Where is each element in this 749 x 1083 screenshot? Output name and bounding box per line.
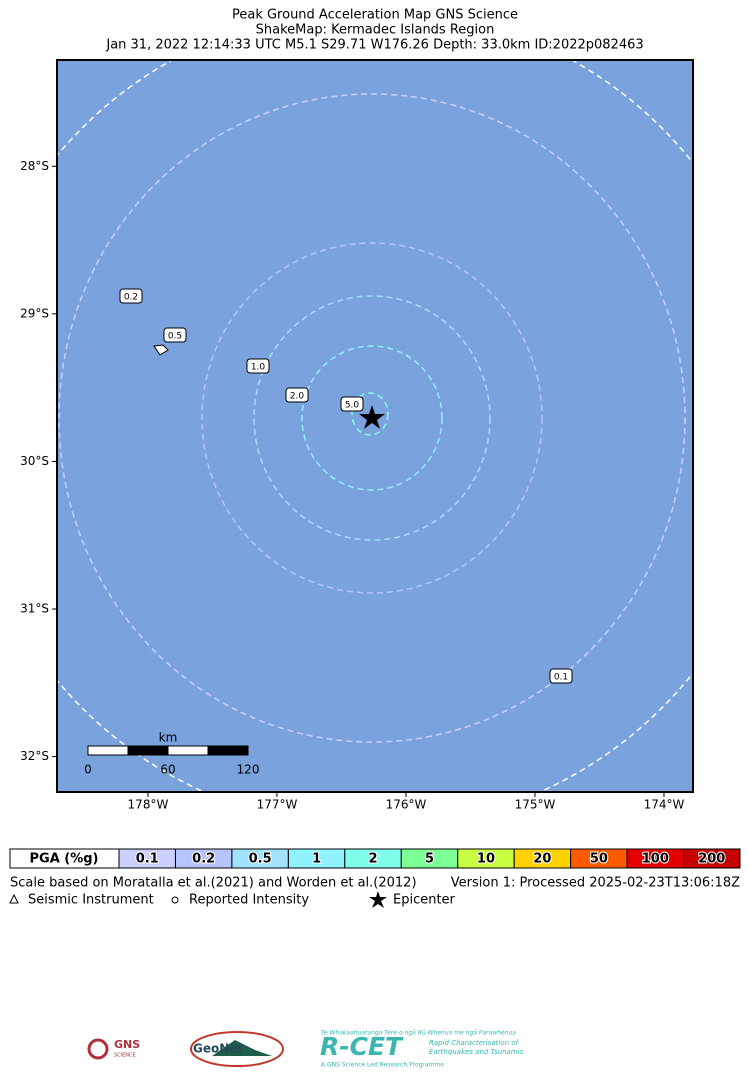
rcet-logo: Te Whakaahuatanga Tere o ngā Rū Whenua m… (320, 1030, 524, 1069)
contour-labels: 0.2 0.5 1.0 2.0 5.0 0.1 (119, 288, 573, 684)
x-tick-label: 177°W (257, 798, 298, 812)
rcet-text: R-CET (320, 1032, 404, 1061)
gns-sub: SCIENCE (114, 1053, 136, 1059)
event-info: Jan 31, 2022 12:14:33 UTC M5.1 S29.71 W1… (105, 38, 643, 53)
contour-label-box (549, 668, 573, 684)
legend-symbol: Epicenter (393, 893, 456, 908)
legend-label: 2 (369, 852, 378, 867)
gns-mark (87, 1038, 109, 1060)
y-tick-label: 29°S (20, 306, 49, 320)
legend-label: 0.5 (249, 852, 272, 867)
island (153, 344, 169, 356)
legend-label: 1 (312, 852, 321, 867)
contour-label-box (285, 387, 309, 403)
contour-label-box (340, 396, 364, 412)
scale-bar (87, 745, 249, 756)
scale-seg (127, 745, 169, 756)
contour-label: 0.1 (554, 673, 568, 683)
contour-label-box (163, 327, 187, 343)
geonet-text: GeoNet (193, 1042, 243, 1056)
title: Peak Ground Acceleration Map GNS Science (232, 8, 518, 23)
map-area (57, 60, 693, 792)
gns-logo: GNS SCIENCE (87, 1038, 140, 1060)
contour-label: 2.0 (290, 392, 305, 402)
legend-label: 10 (477, 852, 495, 867)
y-tick-label: 28°S (20, 159, 49, 173)
legend-label: 0.1 (136, 852, 159, 867)
geonet-logo: GeoNet (190, 1031, 284, 1067)
geonet-mountain (212, 1040, 272, 1056)
gns-text: GNS (114, 1038, 140, 1051)
subtitle: ShakeMap: Kermadec Islands Region (256, 23, 495, 38)
scale-seg (87, 745, 129, 756)
legend-label: 0.2 (192, 852, 215, 867)
rcet-sub: Rapid Characterisation of (429, 1039, 520, 1047)
epicenter-icon (369, 891, 387, 908)
contour-label-box (119, 288, 143, 304)
scale-note: Scale based on Moratalla et al.(2021) an… (10, 876, 417, 891)
contour-label: 5.0 (345, 401, 360, 411)
contour-label: 1.0 (251, 363, 266, 373)
instrument-icon (9, 893, 19, 904)
contour-label: 0.5 (168, 332, 182, 342)
legend-label: 50 (590, 852, 608, 867)
intensity-icon (171, 896, 179, 904)
scale-seg (167, 745, 209, 756)
legend-label: 100 (642, 852, 669, 867)
contour (58, 93, 686, 743)
legend-symbol: Reported Intensity (189, 893, 309, 908)
contours (57, 60, 693, 792)
legend-cell (683, 848, 741, 869)
map-frame (56, 59, 694, 793)
contour (351, 392, 389, 436)
y-tick-label: 31°S (20, 602, 49, 616)
version: Version 1: Processed 2025-02-23T13:06:18… (451, 876, 740, 891)
y-tick-label: 30°S (20, 454, 49, 468)
contour (301, 345, 443, 491)
x-tick-label: 178°W (128, 798, 169, 812)
legend-label: 20 (533, 852, 551, 867)
x-tick-label: 175°W (515, 798, 556, 812)
scale-seg (207, 745, 249, 756)
epicenter-star (359, 405, 385, 429)
legend-symbol: Seismic Instrument (28, 893, 154, 908)
scale-unit: km (159, 731, 178, 745)
x-tick-label: 176°W (386, 798, 427, 812)
contour-label-box (246, 358, 270, 374)
legend-label: 200 (698, 852, 725, 867)
rcet-sub: Earthquakes and Tsunamis (429, 1048, 524, 1056)
legend-title: PGA (%g) (30, 852, 99, 867)
rcet-bottom: A GNS Science Led Research Programme (321, 1062, 444, 1069)
scale-label: 0 (84, 763, 92, 777)
contour (201, 242, 543, 594)
y-tick-label: 32°S (20, 749, 49, 763)
x-tick-label: 174°W (644, 798, 685, 812)
legend: PGA (%g) 0.1 0.2 0.5 1 2 5 10 20 50 100 200 (9, 848, 741, 869)
geonet-ring (190, 1031, 284, 1067)
scale-label: 120 (237, 763, 260, 777)
rcet-top: Te Whakaahuatanga Tere o ngā Rū Whenua m… (321, 1030, 516, 1037)
legend-label: 5 (425, 852, 434, 867)
contour-label: 0.2 (124, 293, 138, 303)
contour (253, 295, 491, 541)
scale-label: 60 (160, 763, 175, 777)
